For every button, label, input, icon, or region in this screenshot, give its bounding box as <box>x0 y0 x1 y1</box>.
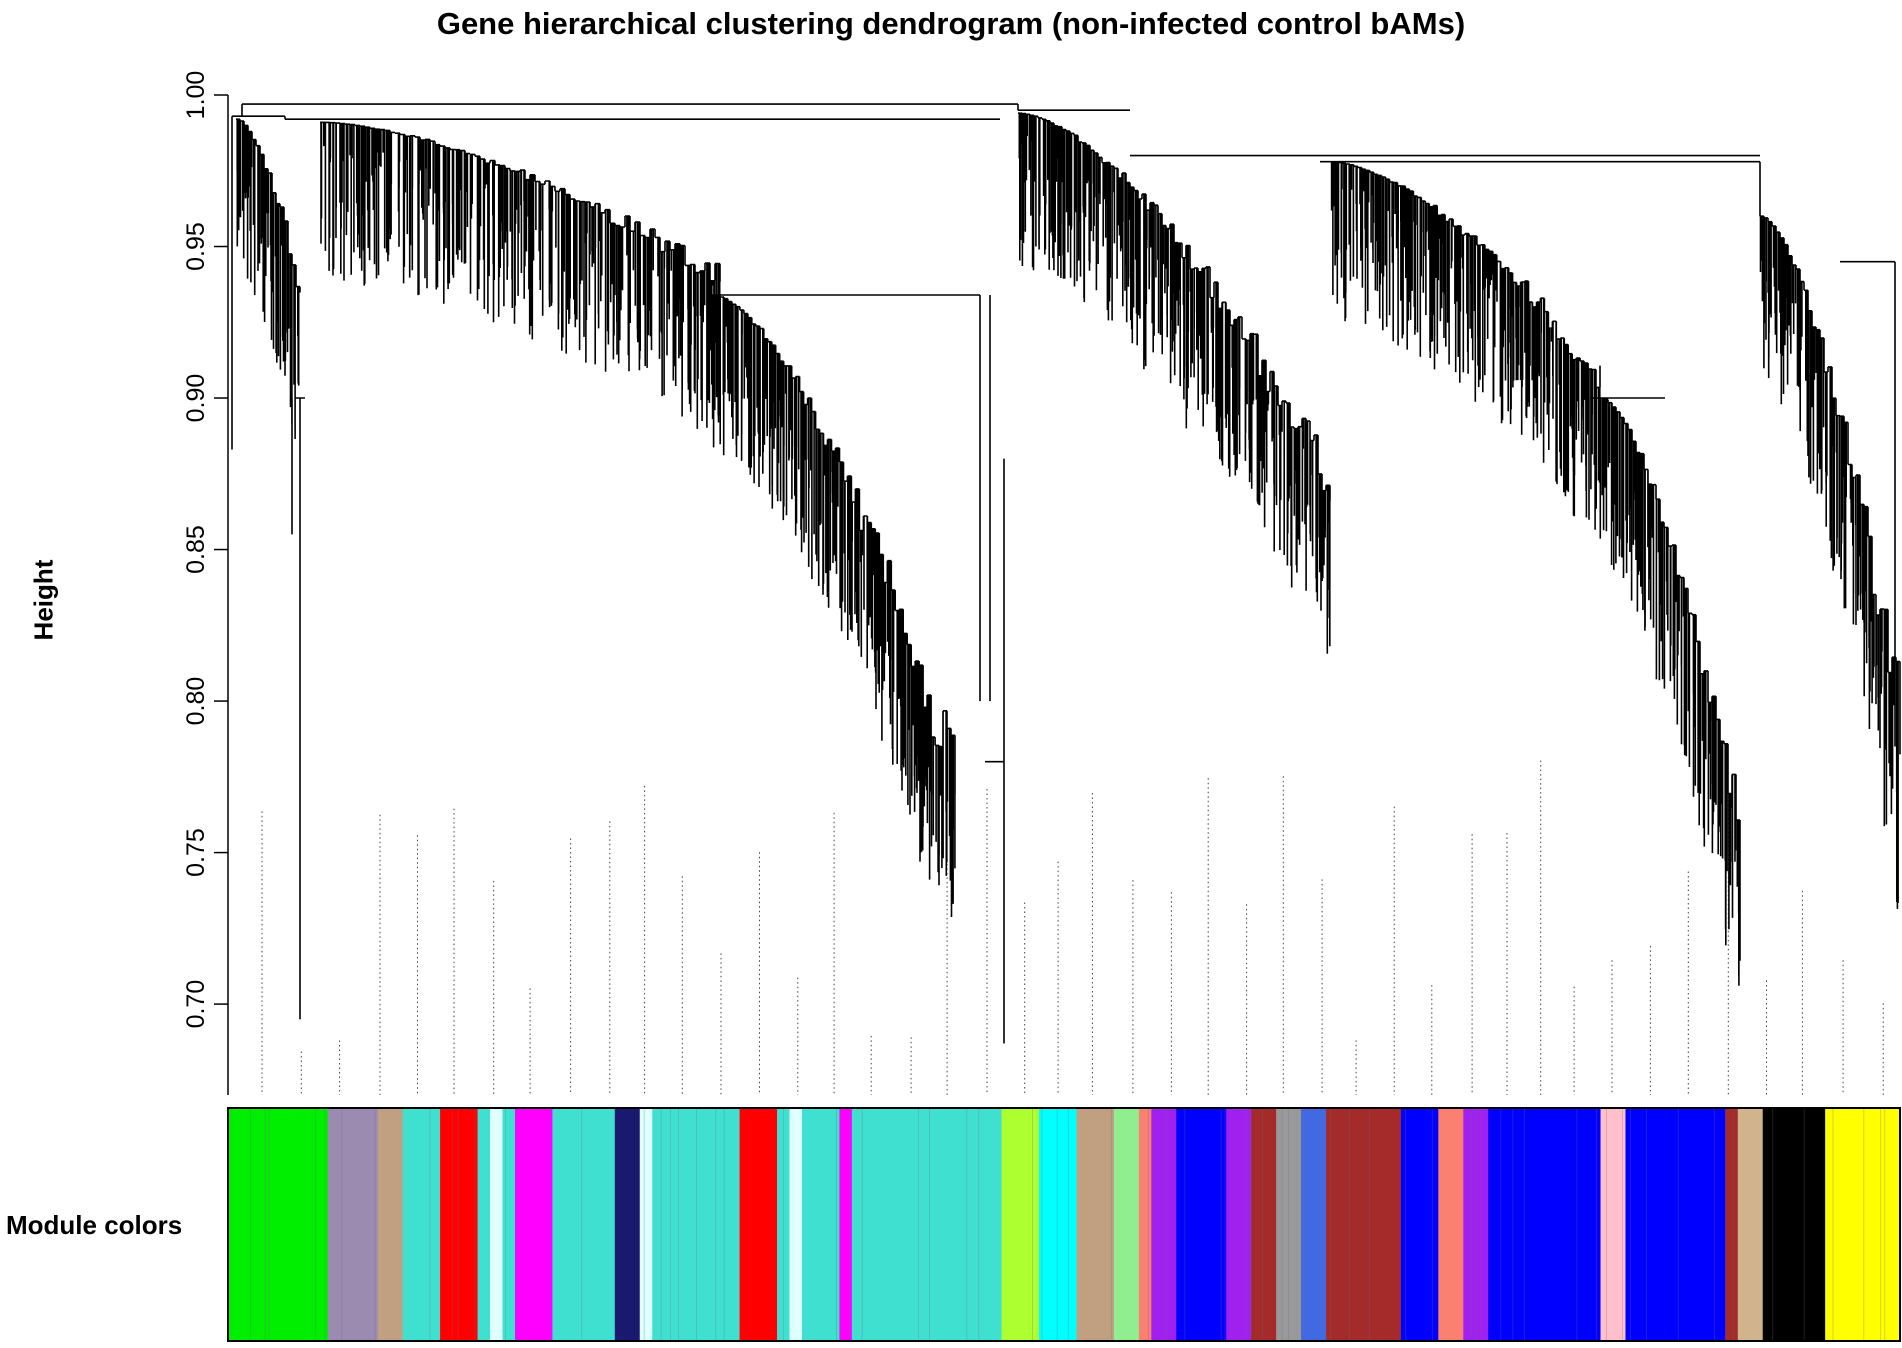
module-color-block <box>1725 1108 1739 1341</box>
module-color-block <box>514 1108 553 1341</box>
dendrogram-branches <box>231 103 1901 1044</box>
module-color-block <box>1001 1108 1040 1341</box>
module-color-block <box>477 1108 491 1341</box>
module-color-block <box>1762 1108 1826 1341</box>
module-color-block <box>327 1108 379 1341</box>
y-tick-label: 0.85 <box>182 525 210 574</box>
module-color-block <box>851 1108 1003 1341</box>
module-color-block <box>1301 1108 1327 1341</box>
module-color-block <box>639 1108 653 1341</box>
y-tick-label: 0.75 <box>182 828 210 877</box>
y-tick-label: 0.95 <box>182 222 210 271</box>
module-color-block <box>1326 1108 1402 1341</box>
module-color-block <box>1463 1108 1489 1341</box>
module-color-block <box>1138 1108 1152 1341</box>
y-axis: 0.70 0.75 0.80 0.85 0.90 0.95 1.00 <box>182 71 229 1095</box>
dendrogram-tree <box>231 103 1901 1044</box>
module-color-block <box>1825 1108 1901 1341</box>
module-color-block <box>1113 1108 1140 1341</box>
module-colors-label: Module colors <box>6 1210 183 1240</box>
guide-dots <box>261 760 1884 1095</box>
y-tick-label: 0.70 <box>182 980 210 1029</box>
module-color-block <box>614 1108 641 1341</box>
y-tick-label: 1.00 <box>182 71 210 120</box>
module-color-block <box>652 1108 741 1341</box>
module-bar-border <box>227 1107 1901 1342</box>
module-color-block <box>777 1108 790 1341</box>
module-color-block <box>739 1108 778 1341</box>
module-color-block <box>1600 1108 1626 1341</box>
module-color-block <box>490 1108 504 1341</box>
chart-title: Gene hierarchical clustering dendrogram … <box>436 6 1466 41</box>
y-tick-label: 0.90 <box>182 374 210 423</box>
module-color-block <box>1625 1108 1726 1341</box>
y-tick-label: 0.80 <box>182 677 210 726</box>
module-color-block <box>1039 1108 1077 1341</box>
module-color-block <box>1737 1108 1764 1341</box>
module-color-block <box>1488 1108 1602 1341</box>
module-color-block <box>377 1108 404 1341</box>
module-color-block <box>502 1108 516 1341</box>
module-color-block <box>1176 1108 1227 1341</box>
module-color-block <box>839 1108 853 1341</box>
module-color-block <box>1276 1108 1302 1341</box>
module-color-block <box>1438 1108 1464 1341</box>
module-color-block <box>1400 1108 1439 1341</box>
module-color-block <box>1151 1108 1177 1341</box>
module-color-block <box>228 1108 329 1341</box>
module-color-block <box>1076 1108 1115 1341</box>
module-color-block <box>402 1108 441 1341</box>
module-color-block <box>801 1108 840 1341</box>
leaf-guide-lines <box>261 760 1884 1095</box>
module-color-bar <box>227 1107 1901 1342</box>
module-color-block <box>1226 1108 1252 1341</box>
module-color-block <box>440 1108 479 1341</box>
module-color-block <box>552 1108 616 1341</box>
module-color-block <box>1251 1108 1277 1341</box>
module-color-block <box>789 1108 803 1341</box>
